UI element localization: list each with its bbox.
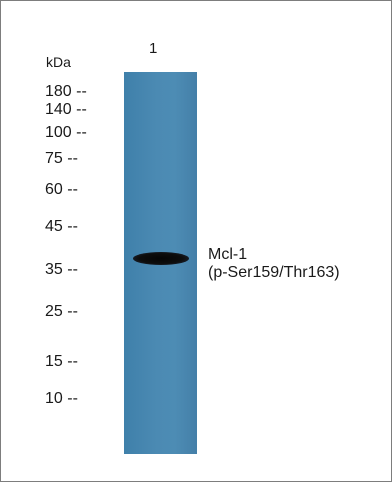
band-label-protein: Mcl-1	[208, 246, 248, 263]
marker-35: 35 --	[45, 261, 78, 278]
marker-75: 75 --	[45, 150, 78, 167]
marker-15: 15 --	[45, 353, 78, 370]
marker-60: 60 --	[45, 181, 78, 198]
lane-label-1: 1	[149, 40, 158, 57]
marker-10: 10 --	[45, 390, 78, 407]
marker-100: 100 --	[45, 124, 87, 141]
marker-140: 140 --	[45, 101, 87, 118]
protein-band	[133, 252, 189, 265]
marker-25: 25 --	[45, 303, 78, 320]
band-label-modification: (p-Ser159/Thr163)	[208, 264, 340, 281]
marker-45: 45 --	[45, 218, 78, 235]
unit-label: kDa	[46, 54, 71, 70]
band-label: Mcl-1 (p-Ser159/Thr163)	[208, 246, 340, 282]
marker-180: 180 --	[45, 83, 87, 100]
